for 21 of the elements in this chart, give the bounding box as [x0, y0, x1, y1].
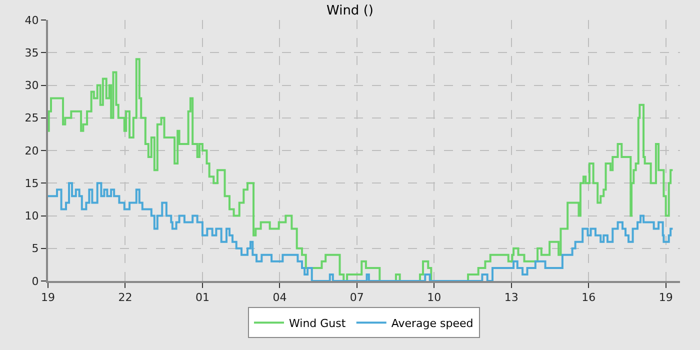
y-tick-label: 0	[32, 274, 39, 288]
y-tick-label: 5	[32, 242, 39, 256]
x-tick-label: 10	[427, 291, 442, 304]
chart-title: Wind ()	[326, 3, 374, 18]
x-tick-label: 01	[195, 291, 210, 304]
y-tick-label: 25	[24, 112, 39, 125]
y-tick-label: 40	[24, 14, 39, 27]
legend-label: Average speed	[391, 316, 474, 330]
x-tick-label: 22	[118, 291, 132, 304]
x-tick-label: 16	[582, 291, 596, 304]
x-tick-label: 13	[504, 291, 518, 304]
x-tick-label: 19	[41, 291, 55, 304]
y-tick-label: 35	[24, 46, 39, 60]
y-tick-label: 15	[24, 176, 39, 190]
x-tick-label: 19	[658, 291, 673, 304]
y-tick-label: 10	[24, 210, 39, 223]
x-tick-label: 04	[272, 291, 287, 304]
y-tick-label: 20	[24, 144, 39, 158]
legend-label: Wind Gust	[289, 316, 346, 330]
x-tick-label: 07	[350, 291, 364, 304]
y-tick-label: 30	[24, 79, 39, 92]
